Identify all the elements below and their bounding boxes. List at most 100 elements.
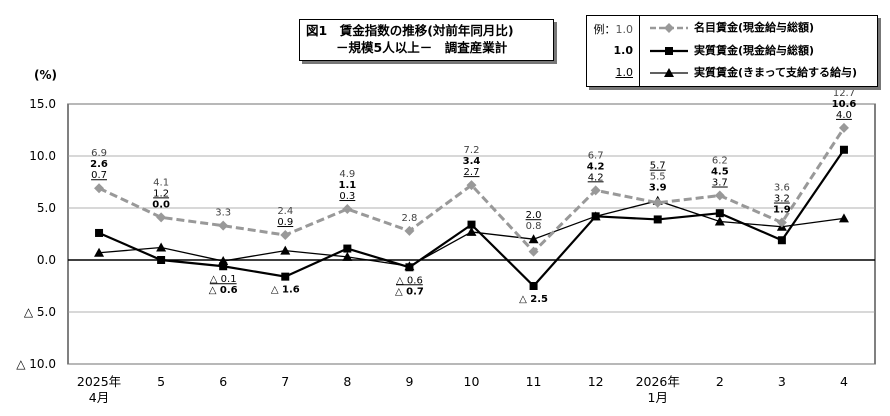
data-label-real: 3.4 (463, 156, 481, 167)
y-axis-label: (%) (34, 68, 57, 82)
legend-swatch-real (650, 47, 688, 55)
x-tick-label: 8 (343, 374, 351, 389)
chart-title-box: 図1 賃金指数の推移(対前年同月比) －規模5人以上－ 調査産業計 (299, 19, 554, 61)
legend-item-real: 実質賃金(現金給与総額) (648, 43, 873, 59)
data-label-real-regular: 2.0 (526, 210, 542, 221)
data-label-real-regular: 3.2 (774, 194, 790, 205)
x-tick-label: 6 (219, 374, 227, 389)
x-tick-label: 5 (157, 374, 165, 389)
legend-example-value: 1.0 (615, 23, 634, 36)
data-label-real: 1.9 (773, 205, 791, 216)
legend-label-real-regular: 実質賃金(きまって支給する給与) (694, 66, 858, 79)
data-label-real-regular: 4.0 (836, 110, 852, 121)
legend-item-real-regular: 実質賃金(きまって支給する給与) (648, 65, 873, 81)
x-tick-label: 2 (716, 374, 724, 389)
data-label-real: △ 1.6 (271, 285, 300, 296)
data-label-nominal: 6.2 (712, 156, 728, 167)
data-point-nominal (652, 197, 663, 208)
data-point-real (281, 272, 290, 281)
data-label-real: 4.2 (587, 161, 605, 172)
data-point-real (715, 209, 724, 218)
data-point-nominal (776, 217, 787, 228)
data-label-real-regular: 2.7 (464, 167, 480, 178)
chart-title: 図1 賃金指数の推移(対前年同月比) (306, 23, 514, 38)
data-point-real-regular (466, 226, 477, 236)
data-label-nominal: 7.2 (464, 145, 480, 156)
data-point-nominal (94, 183, 105, 194)
data-labels: 0.72.66.90.01.24.13.3△ 0.1△ 0.60.92.4△ 1… (90, 88, 856, 305)
legend-item-nominal: 名目賃金(現金給与総額) (648, 20, 873, 36)
data-label-nominal: 12.7 (833, 88, 855, 99)
legend-example-label: 例： (593, 23, 616, 36)
y-tick-label: 0.0 (37, 253, 56, 267)
data-point-real (467, 220, 476, 229)
data-point-nominal (838, 122, 849, 133)
y-tick-label: 10.0 (29, 149, 56, 163)
data-label-real-regular: 3.7 (712, 178, 728, 189)
data-point-nominal (218, 220, 229, 231)
x-tick-label: 2026年 1月 (636, 374, 680, 405)
data-point-real (653, 215, 662, 224)
data-point-real-regular (342, 251, 353, 261)
data-point-real-regular (838, 213, 849, 223)
data-label-real: △ 0.7 (395, 286, 424, 297)
y-tick-label: △ 5.0 (24, 305, 56, 319)
data-point-real (157, 256, 166, 264)
data-label-nominal: 4.1 (153, 177, 169, 188)
data-label-real: 0.0 (152, 199, 170, 210)
data-point-nominal (590, 185, 601, 196)
legend-label-nominal: 名目賃金(現金給与総額) (694, 21, 815, 34)
data-point-real (343, 244, 352, 253)
data-point-nominal (466, 180, 477, 191)
data-point-real (95, 228, 104, 237)
data-point-nominal (404, 225, 415, 236)
data-label-real: 2.6 (90, 159, 108, 170)
data-point-real-regular (94, 247, 105, 257)
data-label-nominal: 2.8 (401, 213, 417, 224)
x-tick-label: 9 (405, 374, 413, 389)
x-tick-label: 7 (281, 374, 289, 389)
x-tick-label: 3 (778, 374, 786, 389)
data-point-nominal (342, 204, 353, 215)
y-axis-tick-labels: 15.0 10.0 5.0 0.0 △ 5.0 △ 10.0 (16, 97, 56, 371)
data-label-nominal: 6.9 (91, 148, 107, 159)
legend-swatch-real-regular (650, 68, 688, 77)
series-lines (94, 122, 849, 290)
data-label-nominal: 4.9 (339, 169, 355, 180)
y-tick-label: △ 10.0 (16, 357, 56, 371)
data-label-real-regular: 4.2 (588, 172, 604, 183)
data-point-real (777, 236, 786, 245)
data-point-real (219, 262, 228, 271)
data-label-real-regular: 0.7 (91, 170, 107, 181)
data-label-nominal: 6.7 (588, 150, 604, 161)
x-tick-label: 4 (840, 374, 848, 389)
data-label-nominal: 3.6 (774, 183, 790, 194)
chart-subtitle: －規模5人以上－ 調査産業計 (336, 40, 508, 55)
data-label-real-regular: △ 0.1 (210, 274, 237, 285)
data-point-real (839, 145, 848, 154)
data-point-nominal (714, 190, 725, 201)
legend: 例：1.0 1.0 1.0 名目賃金(現金給与総額) 実質賃金(現金給与総額) … (586, 15, 878, 87)
data-point-real (529, 282, 538, 290)
data-label-real-regular: 5.7 (650, 161, 666, 172)
data-label-real-regular: 1.2 (153, 188, 169, 199)
data-label-real: 4.5 (711, 167, 729, 178)
data-point-real-regular (280, 245, 291, 255)
data-label-real: △ 0.6 (209, 285, 238, 296)
x-tick-label: 12 (588, 374, 604, 389)
data-label-nominal: 0.8 (526, 221, 542, 232)
data-label-real-regular: 0.9 (277, 217, 293, 228)
x-tick-label: 2025年 4月 (77, 374, 121, 405)
legend-example-1: 例：1.0 (594, 21, 634, 37)
legend-example-column: 例：1.0 1.0 1.0 (587, 16, 640, 86)
data-point-nominal (156, 212, 167, 223)
x-tick-label: 11 (526, 374, 542, 389)
data-label-nominal: 2.4 (277, 206, 293, 217)
x-axis-tick-labels: 2025年 4月 5 6 7 8 9 10 11 12 2026年 1月 2 3 4 (77, 374, 848, 405)
legend-example-2: 1.0 (613, 44, 634, 57)
legend-example-3: 1.0 (615, 66, 634, 79)
y-tick-label: 5.0 (37, 201, 56, 215)
data-point-real-regular (528, 234, 539, 244)
data-point-real (591, 212, 600, 221)
